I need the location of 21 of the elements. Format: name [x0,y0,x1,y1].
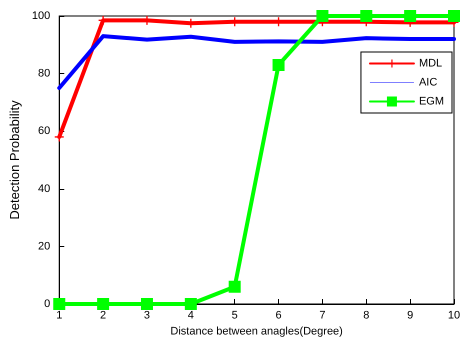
x-tick-label: 3 [144,310,150,322]
y-tick-label: 0 [44,298,50,310]
x-tick-label: 5 [232,310,238,322]
x-tick-label: 1 [56,310,62,322]
x-tick-label: 10 [448,310,460,322]
x-tick-label: 6 [275,310,282,322]
legend-label: AIC [418,76,438,88]
y-tick-label: 60 [38,125,50,138]
y-tick-label: 80 [38,68,50,80]
y-tick-label: 20 [38,240,50,252]
legend-label: EGM [418,96,444,108]
y-tick-label: 40 [38,182,50,195]
x-tick-label: 4 [188,310,194,322]
x-tick-label: 7 [319,310,326,322]
x-tick-label: 8 [363,310,370,322]
x-axis-title: Distance between anagles(Degree) [170,325,343,338]
y-tick-label: 100 [32,10,50,22]
y-axis-title: Detection Probability [7,100,22,220]
x-tick-label: 9 [407,310,414,322]
legend-label: MDL [418,58,442,70]
x-tick-label: 2 [100,310,106,322]
